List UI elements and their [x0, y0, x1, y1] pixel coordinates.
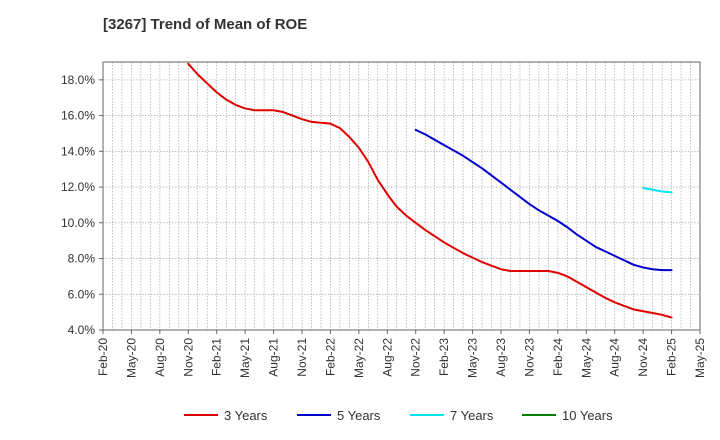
y-tick-label: 16.0%	[61, 109, 95, 123]
axes: 4.0% 6.0% 8.0% 10.0% 12.0% 14.0% 16.0% 18.0% Feb…	[61, 61, 707, 378]
x-tick-label: May-22	[352, 338, 366, 378]
x-tick-label: Aug-23	[494, 338, 508, 377]
series-line-3-years	[187, 62, 673, 319]
x-tick-label: Feb-21	[210, 338, 224, 376]
series-lines	[187, 62, 673, 319]
y-tick-label: 4.0%	[68, 323, 96, 337]
x-tick-label: Nov-20	[181, 338, 195, 377]
x-tick-label: May-20	[124, 338, 138, 378]
x-tick-label: May-21	[238, 338, 252, 378]
x-tick-label: May-23	[466, 338, 480, 378]
y-tick-label: 12.0%	[61, 180, 95, 194]
x-tick-label: Feb-20	[96, 338, 110, 376]
chart-title: [3267] Trend of Mean of ROE	[103, 16, 307, 33]
y-tick-label: 18.0%	[61, 73, 95, 87]
legend-label-7-years: 7 Years	[450, 408, 494, 423]
x-tick-label: Nov-23	[522, 338, 536, 377]
x-tick-label: Aug-21	[267, 338, 281, 377]
x-tick-label: Nov-22	[409, 338, 423, 377]
x-tick-label: Feb-23	[437, 338, 451, 376]
legend: 3 Years 5 Years 7 Years 10 Years	[184, 408, 613, 423]
series-line-5-years	[414, 128, 673, 272]
x-tick-label: Aug-24	[608, 338, 622, 377]
x-tick-label: Nov-21	[295, 338, 309, 377]
y-tick-label: 10.0%	[61, 216, 95, 230]
y-tick-label: 14.0%	[61, 144, 95, 158]
grid	[103, 62, 700, 331]
legend-label-10-years: 10 Years	[562, 408, 613, 423]
x-tick-label: Aug-22	[380, 338, 394, 377]
y-tick-label: 6.0%	[68, 287, 96, 301]
x-tick-label: Aug-20	[153, 338, 167, 377]
x-tick-label: Feb-25	[665, 338, 679, 376]
x-tick-label: Feb-24	[551, 338, 565, 376]
x-tick-label: Nov-24	[636, 338, 650, 377]
series-line-7-years	[642, 186, 673, 194]
legend-label-5-years: 5 Years	[337, 408, 381, 423]
plot-area-border	[102, 61, 701, 331]
x-tick-label: Feb-22	[323, 338, 337, 376]
y-tick-label: 8.0%	[68, 252, 96, 266]
x-tick-label: May-24	[579, 338, 593, 378]
legend-label-3-years: 3 Years	[224, 408, 268, 423]
x-tick-label: May-25	[693, 338, 707, 378]
